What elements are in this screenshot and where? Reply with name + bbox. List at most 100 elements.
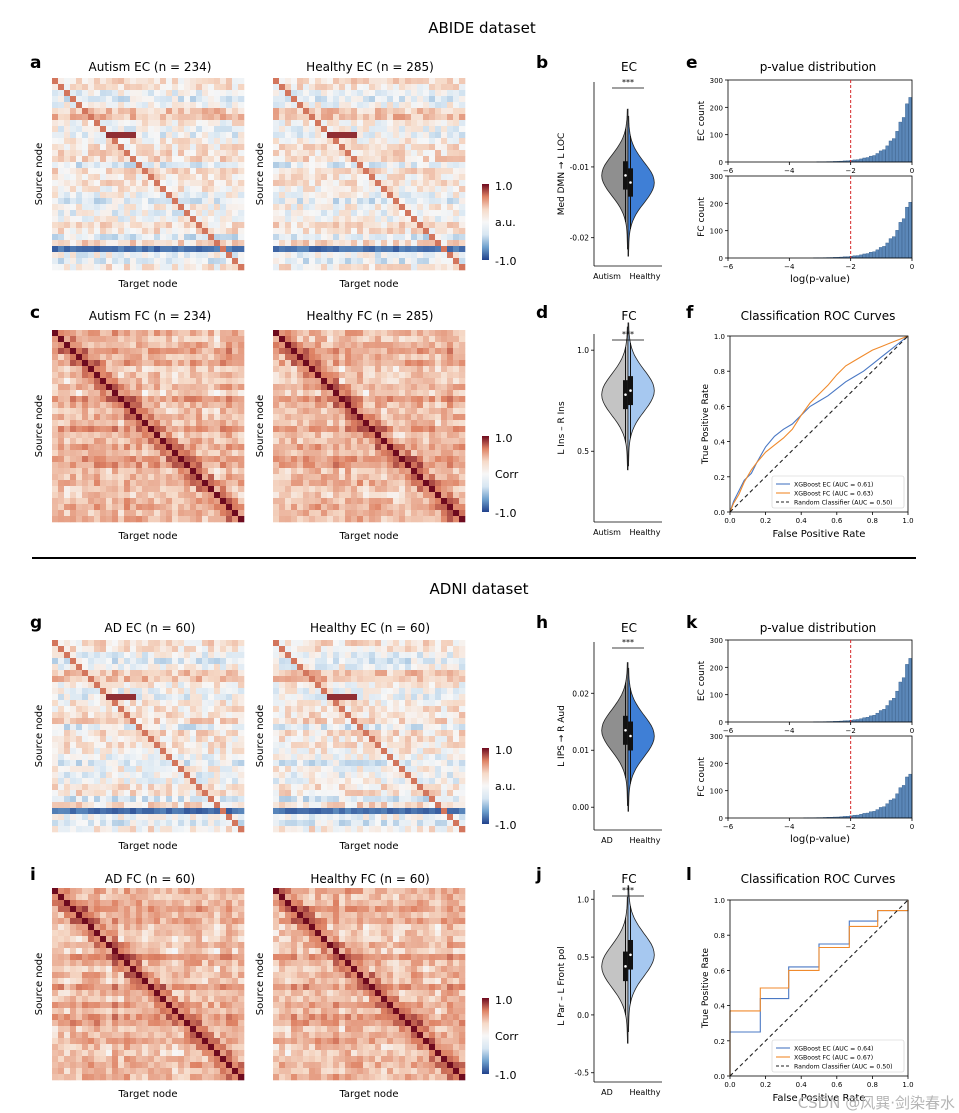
heatmap-cell: [100, 252, 107, 259]
heatmap-cell: [297, 138, 304, 145]
heatmap-cell: [136, 486, 143, 493]
heatmap-cell: [208, 646, 215, 653]
heatmap-cell: [369, 438, 376, 445]
heatmap-cell: [279, 264, 286, 271]
heatmap-cell: [327, 498, 334, 505]
heatmap-cell: [94, 150, 101, 157]
heatmap-cell: [214, 234, 221, 241]
heatmap-cell: [196, 366, 203, 373]
heatmap-cell: [297, 264, 304, 271]
heatmap-cell: [226, 504, 233, 511]
heatmap-cell: [339, 258, 346, 265]
heatmap-cell: [226, 330, 233, 337]
heatmap-cell: [345, 360, 352, 367]
heatmap-cell: [142, 156, 149, 163]
heatmap-cell: [88, 372, 95, 379]
heatmap-cell: [52, 180, 59, 187]
heatmap-cell: [411, 360, 418, 367]
heatmap-cell: [130, 174, 137, 181]
heatmap-cell: [351, 258, 358, 265]
heatmap-cell: [453, 384, 460, 391]
heatmap-cell: [52, 676, 59, 683]
heatmap-cell: [345, 186, 352, 193]
histogram-frame: [727, 79, 913, 163]
heatmap-cell: [58, 78, 65, 85]
heatmap-cell: [76, 468, 83, 475]
heatmap-cell: [76, 438, 83, 445]
heatmap-cell: [100, 258, 107, 265]
heatmap-cell: [339, 354, 346, 361]
heatmap-cell: [154, 676, 161, 683]
heatmap-cell: [64, 456, 71, 463]
heatmap-cell: [291, 78, 298, 85]
heatmap-cell: [309, 180, 316, 187]
heatmap-cell: [208, 658, 215, 665]
heatmap-cell: [387, 114, 394, 121]
heatmap-cell: [112, 640, 119, 647]
heatmap-cell: [369, 252, 376, 259]
heatmap-cell: [357, 438, 364, 445]
heatmap-cell: [453, 96, 460, 103]
heatmap-cell: [160, 252, 167, 259]
heatmap-cell: [303, 468, 310, 475]
heatmap-cell: [112, 742, 119, 749]
heatmap-cell: [76, 366, 83, 373]
heatmap-cell: [58, 180, 65, 187]
heatmap-cell: [333, 402, 340, 409]
heatmap-cell: [333, 144, 340, 151]
heatmap-cell: [357, 90, 364, 97]
heatmap-cell: [285, 240, 292, 247]
heatmap-cell: [387, 372, 394, 379]
heatmap-cell: [232, 108, 239, 115]
heatmap-cell: [142, 682, 149, 689]
heatmap-cell: [112, 480, 119, 487]
heatmap-cell: [190, 748, 197, 755]
heatmap-cell: [459, 396, 466, 403]
heatmap-cell: [279, 330, 286, 337]
heatmap-cell: [232, 156, 239, 163]
heatmap-cell: [178, 456, 185, 463]
heatmap-cell: [232, 354, 239, 361]
heatmap-cell: [214, 138, 221, 145]
heatmap-cell: [387, 204, 394, 211]
heatmap-cell: [112, 348, 119, 355]
heatmap-cell: [447, 426, 454, 433]
heatmap-cell: [238, 240, 245, 247]
heatmap-cell: [172, 210, 179, 217]
heatmap-cell: [190, 730, 197, 737]
heatmap-cell: [441, 342, 448, 349]
heatmap-cell: [459, 516, 466, 523]
heatmap-cell: [381, 264, 388, 271]
heatmap-cell: [142, 330, 149, 337]
heatmap-cell: [82, 474, 89, 481]
heatmap-cell: [411, 354, 418, 361]
heatmap-cell: [238, 712, 245, 719]
heatmap-cell: [435, 480, 442, 487]
heatmap-cell: [112, 664, 119, 671]
heatmap-cell: [417, 342, 424, 349]
heatmap-cell: [64, 114, 71, 121]
heatmap-cell: [429, 354, 436, 361]
heatmap-cell: [148, 228, 155, 235]
heatmap-cell: [94, 712, 101, 719]
heatmap-cell: [315, 468, 322, 475]
heatmap-cell: [196, 504, 203, 511]
heatmap-cell: [291, 486, 298, 493]
heatmap-cell: [70, 204, 77, 211]
heatmap-cell: [136, 192, 143, 199]
heatmap-cell: [166, 354, 173, 361]
heatmap-cell: [88, 222, 95, 229]
heatmap-cell: [435, 150, 442, 157]
heatmap-cell: [94, 384, 101, 391]
heatmap-cell: [64, 378, 71, 385]
heatmap-cell: [106, 138, 113, 145]
heatmap-cell: [226, 150, 233, 157]
heatmap-cell: [94, 216, 101, 223]
heatmap-cell: [399, 258, 406, 265]
heatmap-cell: [441, 108, 448, 115]
heatmap-cell: [142, 150, 149, 157]
heatmap-cell: [94, 108, 101, 115]
heatmap-cell: [76, 510, 83, 517]
histogram-bar: [862, 253, 866, 259]
